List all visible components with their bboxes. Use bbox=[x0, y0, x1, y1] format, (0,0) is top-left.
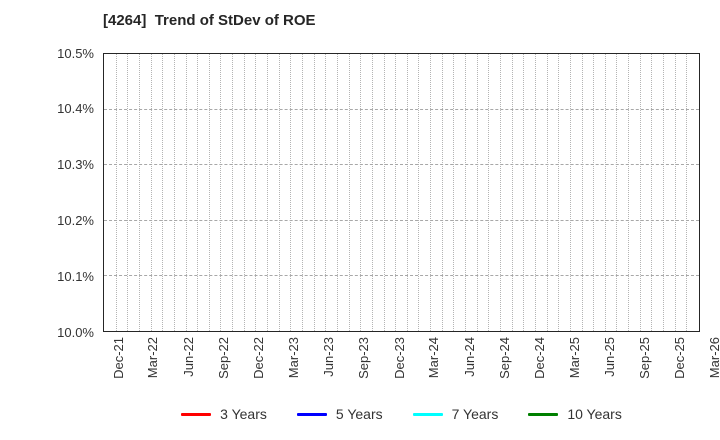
x-tick-label: Mar-22 bbox=[145, 337, 161, 379]
x-tick-label: Sep-23 bbox=[356, 337, 372, 379]
legend-label: 5 Years bbox=[335, 406, 383, 422]
vertical-gridline bbox=[197, 54, 199, 331]
y-tick-label: 10.3% bbox=[57, 157, 94, 173]
x-tick-label: Dec-21 bbox=[110, 337, 126, 379]
legend-item-7-years: 7 Years bbox=[412, 404, 499, 424]
vertical-gridline bbox=[465, 54, 467, 331]
vertical-gridline bbox=[162, 54, 164, 331]
vertical-gridline bbox=[278, 54, 280, 331]
vertical-gridline bbox=[441, 54, 443, 331]
vertical-gridline bbox=[604, 54, 606, 331]
legend-line-swatch bbox=[296, 412, 327, 416]
x-tick-label: Jun-24 bbox=[461, 337, 477, 377]
vertical-gridline bbox=[220, 54, 222, 331]
vertical-gridline bbox=[569, 54, 571, 331]
plot-area bbox=[103, 53, 700, 332]
y-tick-label: 10.1% bbox=[57, 268, 94, 284]
horizontal-gridline bbox=[104, 109, 699, 111]
vertical-gridline bbox=[406, 54, 408, 331]
x-tick-label: Sep-22 bbox=[215, 337, 231, 379]
legend-label: 10 Years bbox=[567, 406, 622, 422]
x-tick-label: Dec-23 bbox=[391, 337, 407, 379]
vertical-gridline bbox=[127, 54, 129, 331]
vertical-gridline bbox=[453, 54, 455, 331]
y-tick-label: 10.0% bbox=[57, 324, 94, 340]
vertical-gridline bbox=[534, 54, 536, 331]
vertical-gridline bbox=[267, 54, 269, 331]
vertical-gridline bbox=[290, 54, 292, 331]
vertical-gridline bbox=[360, 54, 362, 331]
vertical-gridline bbox=[500, 54, 501, 331]
vertical-gridline bbox=[325, 54, 327, 331]
vertical-gridline bbox=[150, 54, 152, 331]
x-tick-label: Dec-25 bbox=[672, 337, 688, 379]
legend-label: 3 Years bbox=[220, 406, 267, 422]
vertical-gridline bbox=[488, 54, 490, 331]
vertical-gridline bbox=[511, 54, 513, 331]
vertical-gridline bbox=[686, 54, 688, 331]
x-tick-label: Mar-24 bbox=[426, 337, 442, 379]
vertical-gridline bbox=[546, 54, 548, 331]
vertical-gridline bbox=[558, 54, 560, 331]
vertical-gridline bbox=[476, 54, 478, 331]
vertical-gridline bbox=[674, 54, 676, 331]
legend-item-10-years: 10 Years bbox=[528, 404, 622, 424]
x-tick-label: Sep-25 bbox=[637, 337, 653, 379]
x-tick-label: Mar-26 bbox=[707, 337, 720, 379]
vertical-gridline bbox=[371, 54, 373, 331]
vertical-gridline bbox=[383, 54, 385, 331]
vertical-gridline bbox=[395, 54, 397, 331]
vertical-gridline bbox=[639, 54, 641, 331]
legend-line-swatch bbox=[181, 412, 212, 416]
legend: 3 Years 5 Years 7 Years 10 Years bbox=[103, 404, 700, 424]
x-tick-label: Jun-25 bbox=[602, 337, 618, 377]
vertical-gridline bbox=[418, 54, 420, 331]
vertical-gridline bbox=[348, 54, 350, 331]
chart-title: [4264] Trend of StDev of ROE bbox=[103, 12, 316, 29]
horizontal-gridline bbox=[104, 219, 699, 221]
vertical-gridline bbox=[208, 54, 210, 331]
vertical-gridline bbox=[115, 54, 117, 331]
vertical-gridline bbox=[593, 54, 595, 331]
y-tick-label: 10.5% bbox=[57, 45, 94, 61]
vertical-gridline bbox=[523, 54, 525, 331]
legend-label: 7 Years bbox=[451, 406, 499, 422]
vertical-gridline bbox=[255, 54, 257, 331]
vertical-gridline bbox=[663, 54, 665, 331]
vertical-gridline bbox=[313, 54, 315, 331]
x-tick-label: Dec-22 bbox=[250, 337, 266, 379]
legend-item-3-years: 3 Years bbox=[181, 404, 267, 424]
x-tick-label: Dec-24 bbox=[531, 337, 547, 379]
vertical-gridline bbox=[185, 54, 187, 331]
x-tick-label: Mar-23 bbox=[286, 337, 302, 379]
legend-item-5-years: 5 Years bbox=[296, 404, 383, 424]
vertical-gridline bbox=[173, 54, 175, 331]
vertical-gridline bbox=[336, 54, 338, 331]
vertical-gridline bbox=[430, 54, 432, 331]
x-tick-label: Mar-25 bbox=[567, 337, 583, 379]
x-tick-label: Jun-22 bbox=[180, 337, 196, 377]
vertical-gridline bbox=[651, 54, 653, 331]
vertical-gridline bbox=[232, 54, 234, 331]
horizontal-gridline bbox=[104, 274, 699, 276]
vertical-gridline bbox=[628, 54, 630, 331]
x-tick-label: Jun-23 bbox=[321, 337, 337, 377]
legend-line-swatch bbox=[528, 412, 559, 416]
x-tick-label: Sep-24 bbox=[496, 337, 512, 379]
vertical-gridline bbox=[302, 54, 303, 331]
vertical-gridline bbox=[616, 54, 618, 331]
vertical-gridline bbox=[243, 54, 245, 331]
vertical-gridline bbox=[138, 54, 140, 331]
y-tick-label: 10.2% bbox=[57, 212, 94, 228]
vertical-gridline bbox=[581, 54, 583, 331]
y-tick-label: 10.4% bbox=[57, 101, 94, 117]
legend-line-swatch bbox=[412, 412, 443, 416]
horizontal-gridline bbox=[104, 164, 699, 166]
